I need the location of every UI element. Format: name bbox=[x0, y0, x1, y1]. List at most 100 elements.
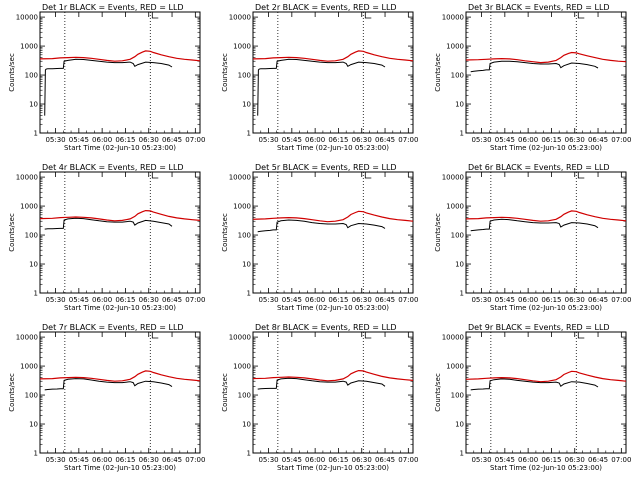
x-tick-label: 05:45 bbox=[69, 456, 89, 464]
y-tick-label: 100 bbox=[238, 392, 251, 400]
series-events bbox=[257, 377, 386, 390]
x-tick-label: 06:00 bbox=[518, 296, 538, 304]
series-lld bbox=[252, 50, 414, 62]
series-events bbox=[257, 219, 386, 233]
y-tick-label: 10 bbox=[455, 421, 464, 429]
y-tick-label: 1000 bbox=[233, 363, 251, 371]
panel-det-7: Det 7r BLACK = Events, RED = LLD 1 10 100 10… bbox=[8, 323, 205, 472]
series-events bbox=[470, 60, 599, 73]
bracket-marker bbox=[151, 332, 159, 339]
y-tick-label: 10000 bbox=[16, 174, 38, 182]
y-tick-label: 1000 bbox=[446, 43, 464, 51]
x-tick-label: 05:45 bbox=[282, 456, 302, 464]
y-tick-label: 100 bbox=[451, 72, 464, 80]
x-tick-label: 06:00 bbox=[92, 296, 112, 304]
series-lld bbox=[252, 369, 414, 382]
x-tick-label: 06:30 bbox=[352, 456, 372, 464]
x-tick-label: 06:15 bbox=[541, 456, 561, 464]
panel-title: Det 3r BLACK = Events, RED = LLD bbox=[468, 3, 610, 12]
plot-frame bbox=[252, 11, 414, 134]
bracket-marker bbox=[577, 172, 585, 179]
x-tick-label: 05:30 bbox=[45, 136, 65, 144]
y-tick-label: 100 bbox=[25, 232, 38, 240]
y-tick-label: 1000 bbox=[233, 43, 251, 51]
series-events bbox=[257, 58, 386, 116]
panel-title: Det 2r BLACK = Events, RED = LLD bbox=[255, 3, 397, 12]
y-tick-label: 100 bbox=[238, 232, 251, 240]
bracket-marker bbox=[577, 12, 585, 19]
x-tick-label: 06:15 bbox=[328, 456, 348, 464]
panel-title: Det 4r BLACK = Events, RED = LLD bbox=[42, 163, 184, 172]
y-tick-label: 10000 bbox=[229, 334, 251, 342]
plot-frame bbox=[465, 171, 627, 294]
x-tick-label: 06:45 bbox=[162, 296, 182, 304]
x-tick-label: 05:30 bbox=[471, 296, 491, 304]
y-axis-label: Counts/sec bbox=[434, 213, 442, 252]
x-tick-label: 05:30 bbox=[45, 296, 65, 304]
x-tick-label: 05:30 bbox=[45, 456, 65, 464]
y-tick-label: 10 bbox=[29, 101, 38, 109]
x-tick-label: 07:00 bbox=[185, 136, 205, 144]
x-tick-label: 06:15 bbox=[115, 456, 135, 464]
x-tick-label: 05:30 bbox=[258, 296, 278, 304]
y-tick-label: 1 bbox=[460, 290, 464, 298]
series-events bbox=[44, 378, 173, 391]
x-tick-label: 06:00 bbox=[518, 456, 538, 464]
plot-frame bbox=[39, 331, 201, 454]
y-tick-label: 100 bbox=[25, 72, 38, 80]
series-lld bbox=[39, 50, 201, 62]
x-tick-label: 06:15 bbox=[328, 136, 348, 144]
y-axis-label: Counts/sec bbox=[221, 53, 229, 92]
x-tick-label: 06:15 bbox=[115, 136, 135, 144]
x-tick-label: 07:00 bbox=[611, 136, 631, 144]
series-events bbox=[44, 217, 173, 230]
x-tick-label: 06:30 bbox=[565, 456, 585, 464]
y-axis-label: Counts/sec bbox=[8, 213, 16, 252]
y-axis-label: Counts/sec bbox=[221, 213, 229, 252]
y-tick-label: 10000 bbox=[16, 14, 38, 22]
y-tick-label: 1 bbox=[247, 450, 251, 458]
x-tick-label: 06:45 bbox=[588, 296, 608, 304]
series-lld bbox=[465, 370, 627, 383]
panel-det-4: Det 4r BLACK = Events, RED = LLD 1 10 100 10… bbox=[8, 163, 205, 312]
x-tick-label: 07:00 bbox=[611, 296, 631, 304]
y-axis-label: Counts/sec bbox=[434, 53, 442, 92]
series-lld bbox=[465, 51, 627, 64]
y-tick-label: 100 bbox=[451, 392, 464, 400]
y-tick-label: 1 bbox=[247, 130, 251, 138]
y-tick-label: 10000 bbox=[229, 14, 251, 22]
x-tick-label: 06:30 bbox=[139, 296, 159, 304]
x-axis-label: Start Time (02-Jun-10 05:23:00) bbox=[64, 144, 176, 152]
series-lld bbox=[252, 210, 414, 223]
y-tick-label: 1000 bbox=[20, 363, 38, 371]
series-lld bbox=[465, 210, 627, 222]
panel-det-3: Det 3r BLACK = Events, RED = LLD 1 10 100 10… bbox=[434, 3, 631, 152]
x-tick-label: 05:45 bbox=[282, 136, 302, 144]
x-tick-label: 06:30 bbox=[139, 456, 159, 464]
series-lld bbox=[39, 370, 201, 382]
x-tick-label: 06:00 bbox=[305, 456, 325, 464]
x-tick-label: 05:30 bbox=[471, 136, 491, 144]
y-axis-label: Counts/sec bbox=[8, 53, 16, 92]
bracket-marker bbox=[151, 12, 159, 19]
x-axis-label: Start Time (02-Jun-10 05:23:00) bbox=[277, 144, 389, 152]
y-tick-label: 1 bbox=[34, 450, 38, 458]
plot-frame bbox=[465, 11, 627, 134]
x-tick-label: 06:45 bbox=[162, 136, 182, 144]
x-tick-label: 06:45 bbox=[588, 136, 608, 144]
y-tick-label: 1000 bbox=[446, 363, 464, 371]
series-lld bbox=[39, 209, 201, 222]
y-tick-label: 100 bbox=[25, 392, 38, 400]
x-tick-label: 06:30 bbox=[139, 136, 159, 144]
y-tick-label: 1 bbox=[460, 130, 464, 138]
x-tick-label: 06:30 bbox=[565, 136, 585, 144]
bracket-marker bbox=[364, 172, 372, 179]
panel-title: Det 6r BLACK = Events, RED = LLD bbox=[468, 163, 610, 172]
y-tick-label: 10000 bbox=[442, 174, 464, 182]
x-tick-label: 06:30 bbox=[565, 296, 585, 304]
x-tick-label: 05:45 bbox=[495, 296, 515, 304]
y-tick-label: 10 bbox=[29, 421, 38, 429]
y-tick-label: 10000 bbox=[16, 334, 38, 342]
x-axis-label: Start Time (02-Jun-10 05:23:00) bbox=[64, 464, 176, 472]
series-events bbox=[44, 58, 173, 116]
